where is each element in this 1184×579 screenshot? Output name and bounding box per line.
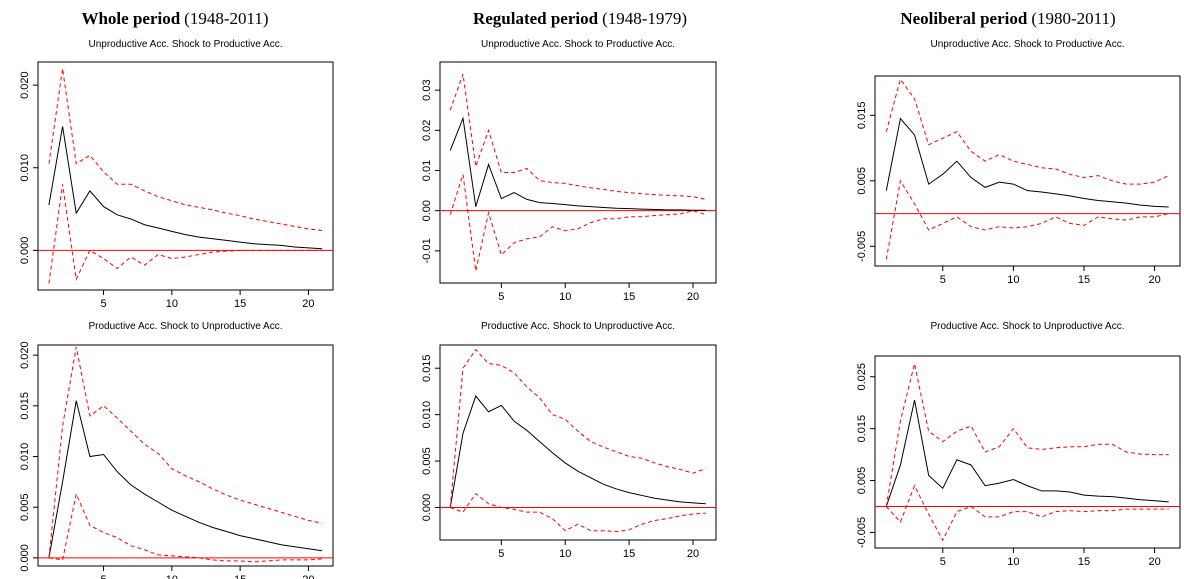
x-tick-label: 10	[1007, 556, 1019, 568]
y-tick-label: 0.015	[856, 102, 868, 130]
y-tick-label: 0.010	[19, 154, 31, 182]
plot-frame	[439, 344, 717, 541]
panel-title: Unproductive Acc. Shock to Productive Ac…	[931, 39, 1125, 50]
plot-frame	[874, 355, 1181, 549]
x-tick-label: 20	[302, 574, 314, 579]
header-period: (1980-2011)	[1031, 9, 1115, 28]
x-tick-label: 15	[623, 548, 635, 560]
y-tick-label: 0.020	[19, 71, 31, 99]
y-tick-label: 0.03	[421, 79, 433, 100]
y-tick-label: 0.010	[421, 401, 433, 429]
x-tick-label: 5	[100, 574, 106, 579]
series-line	[885, 78, 1169, 185]
series-line	[449, 174, 706, 272]
y-tick-label: 0.005	[856, 467, 868, 495]
x-tick-label: 5	[940, 274, 946, 286]
x-tick-label: 15	[234, 574, 246, 579]
panel-title: Productive Acc. Shock to Unproductive Ac…	[89, 321, 283, 332]
panel: Productive Acc. Shock to Unproductive Ac…	[421, 321, 717, 560]
y-tick-label: 0.000	[19, 237, 31, 265]
series-line	[885, 179, 1169, 260]
column-header: Whole period (1948-2011)	[81, 9, 268, 28]
y-tick-label: 0.010	[19, 443, 31, 471]
header-period: (1948-2011)	[184, 9, 268, 28]
plot-frame	[439, 61, 717, 284]
header-title: Neoliberal period	[900, 9, 1028, 28]
y-tick-label: 0.005	[421, 447, 433, 475]
y-tick-label: -0.005	[856, 517, 868, 548]
x-tick-label: 5	[498, 548, 504, 560]
y-tick-label: 0.000	[19, 544, 31, 572]
plot-frame	[37, 344, 334, 567]
x-tick-label: 15	[1078, 556, 1090, 568]
y-tick-label: 0.00	[421, 200, 433, 221]
x-tick-label: 20	[687, 291, 699, 303]
series-line	[885, 484, 1169, 542]
x-tick-label: 5	[100, 298, 106, 310]
series-line	[885, 363, 1169, 507]
series-line	[48, 400, 323, 558]
x-tick-label: 15	[234, 298, 246, 310]
header-period: (1948-1979)	[602, 9, 687, 28]
header-title: Whole period	[81, 9, 180, 28]
y-tick-label: 0.005	[19, 493, 31, 521]
series-line	[449, 395, 706, 508]
plot-frame	[874, 75, 1181, 267]
x-tick-label: 10	[166, 574, 178, 579]
series-line	[885, 117, 1169, 208]
x-tick-label: 10	[166, 298, 178, 310]
panel: Unproductive Acc. Shock to Productive Ac…	[856, 39, 1181, 286]
y-tick-label: 0.020	[19, 341, 31, 369]
x-tick-label: 5	[940, 556, 946, 568]
x-tick-label: 20	[1148, 556, 1160, 568]
column-header: Neoliberal period (1980-2011)	[900, 9, 1115, 28]
column-header: Regulated period (1948-1979)	[473, 9, 687, 28]
panel: Productive Acc. Shock to Unproductive Ac…	[19, 321, 334, 579]
y-tick-label: 0.025	[856, 363, 868, 391]
panel-title: Productive Acc. Shock to Unproductive Ac…	[931, 321, 1125, 332]
series-line	[449, 348, 706, 508]
x-tick-label: 20	[687, 548, 699, 560]
series-line	[48, 346, 323, 558]
series-line	[450, 492, 706, 533]
panel-title: Unproductive Acc. Shock to Productive Ac…	[89, 39, 283, 50]
x-tick-label: 10	[559, 548, 571, 560]
x-tick-label: 20	[302, 298, 314, 310]
x-tick-label: 10	[559, 291, 571, 303]
y-tick-label: 0.000	[421, 494, 433, 522]
panel: Unproductive Acc. Shock to Productive Ac…	[19, 39, 334, 310]
plot-frame	[37, 61, 334, 291]
x-tick-label: 5	[498, 291, 504, 303]
x-tick-label: 15	[623, 291, 635, 303]
series-line	[449, 73, 706, 200]
series-line	[48, 492, 323, 563]
series-line	[48, 126, 323, 250]
y-tick-label: 0.015	[856, 415, 868, 443]
y-tick-label: 0.015	[421, 354, 433, 382]
y-tick-label: -0.005	[856, 231, 868, 262]
x-tick-label: 15	[1078, 274, 1090, 286]
x-tick-label: 20	[1148, 274, 1160, 286]
series-line	[885, 400, 1169, 507]
header-title: Regulated period	[473, 9, 599, 28]
panel: Productive Acc. Shock to Unproductive Ac…	[856, 321, 1181, 568]
y-tick-label: -0.01	[421, 238, 433, 263]
panel-title: Productive Acc. Shock to Unproductive Ac…	[481, 321, 675, 332]
series-line	[48, 68, 323, 232]
y-tick-label: 0.005	[856, 167, 868, 195]
panel-title: Unproductive Acc. Shock to Productive Ac…	[481, 39, 675, 50]
series-line	[449, 116, 706, 211]
y-tick-label: 0.015	[19, 392, 31, 420]
y-tick-label: 0.02	[421, 120, 433, 141]
panel: Unproductive Acc. Shock to Productive Ac…	[421, 39, 717, 303]
x-tick-label: 10	[1007, 274, 1019, 286]
y-tick-label: 0.01	[421, 160, 433, 181]
series-line	[48, 184, 323, 284]
